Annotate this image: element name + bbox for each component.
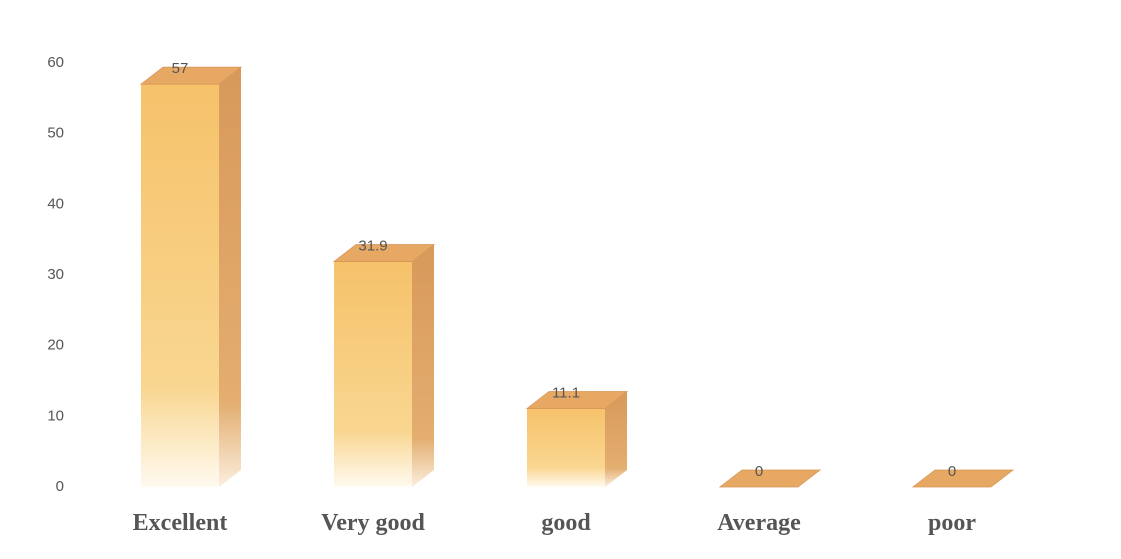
x-tick-label: poor: [928, 510, 976, 536]
bar: [332, 244, 436, 487]
data-label: 0: [755, 463, 763, 480]
bar-side: [412, 244, 434, 487]
bar: [525, 391, 629, 487]
bar: [911, 469, 1015, 488]
data-label: 0: [948, 463, 956, 480]
x-tick-label: Average: [717, 510, 801, 536]
y-tick-label: 40: [47, 195, 64, 212]
y-tick-label: 30: [47, 266, 64, 283]
bar: [139, 66, 243, 487]
data-label: 31.9: [358, 238, 387, 255]
data-label: 57: [172, 60, 189, 77]
y-tick-label: 60: [47, 54, 64, 71]
bar-side: [219, 67, 241, 487]
y-tick-label: 0: [56, 478, 64, 495]
x-tick-label: Very good: [321, 510, 425, 536]
bar-top: [332, 244, 436, 262]
bar-top: [525, 391, 629, 409]
bar-top: [139, 66, 243, 85]
bar-side: [605, 391, 627, 487]
bar-front: [527, 408, 605, 487]
x-tick-label: Excellent: [133, 510, 228, 536]
bar-front: [334, 261, 412, 487]
data-label: 11.1: [552, 385, 580, 402]
y-tick-label: 50: [47, 125, 64, 142]
bar-front: [141, 84, 219, 487]
bar-top: [911, 469, 1015, 488]
bar: [718, 469, 822, 488]
y-tick-label: 20: [47, 337, 64, 354]
bar-top: [718, 469, 822, 488]
y-tick-label: 10: [47, 407, 64, 424]
x-tick-label: good: [541, 510, 591, 536]
